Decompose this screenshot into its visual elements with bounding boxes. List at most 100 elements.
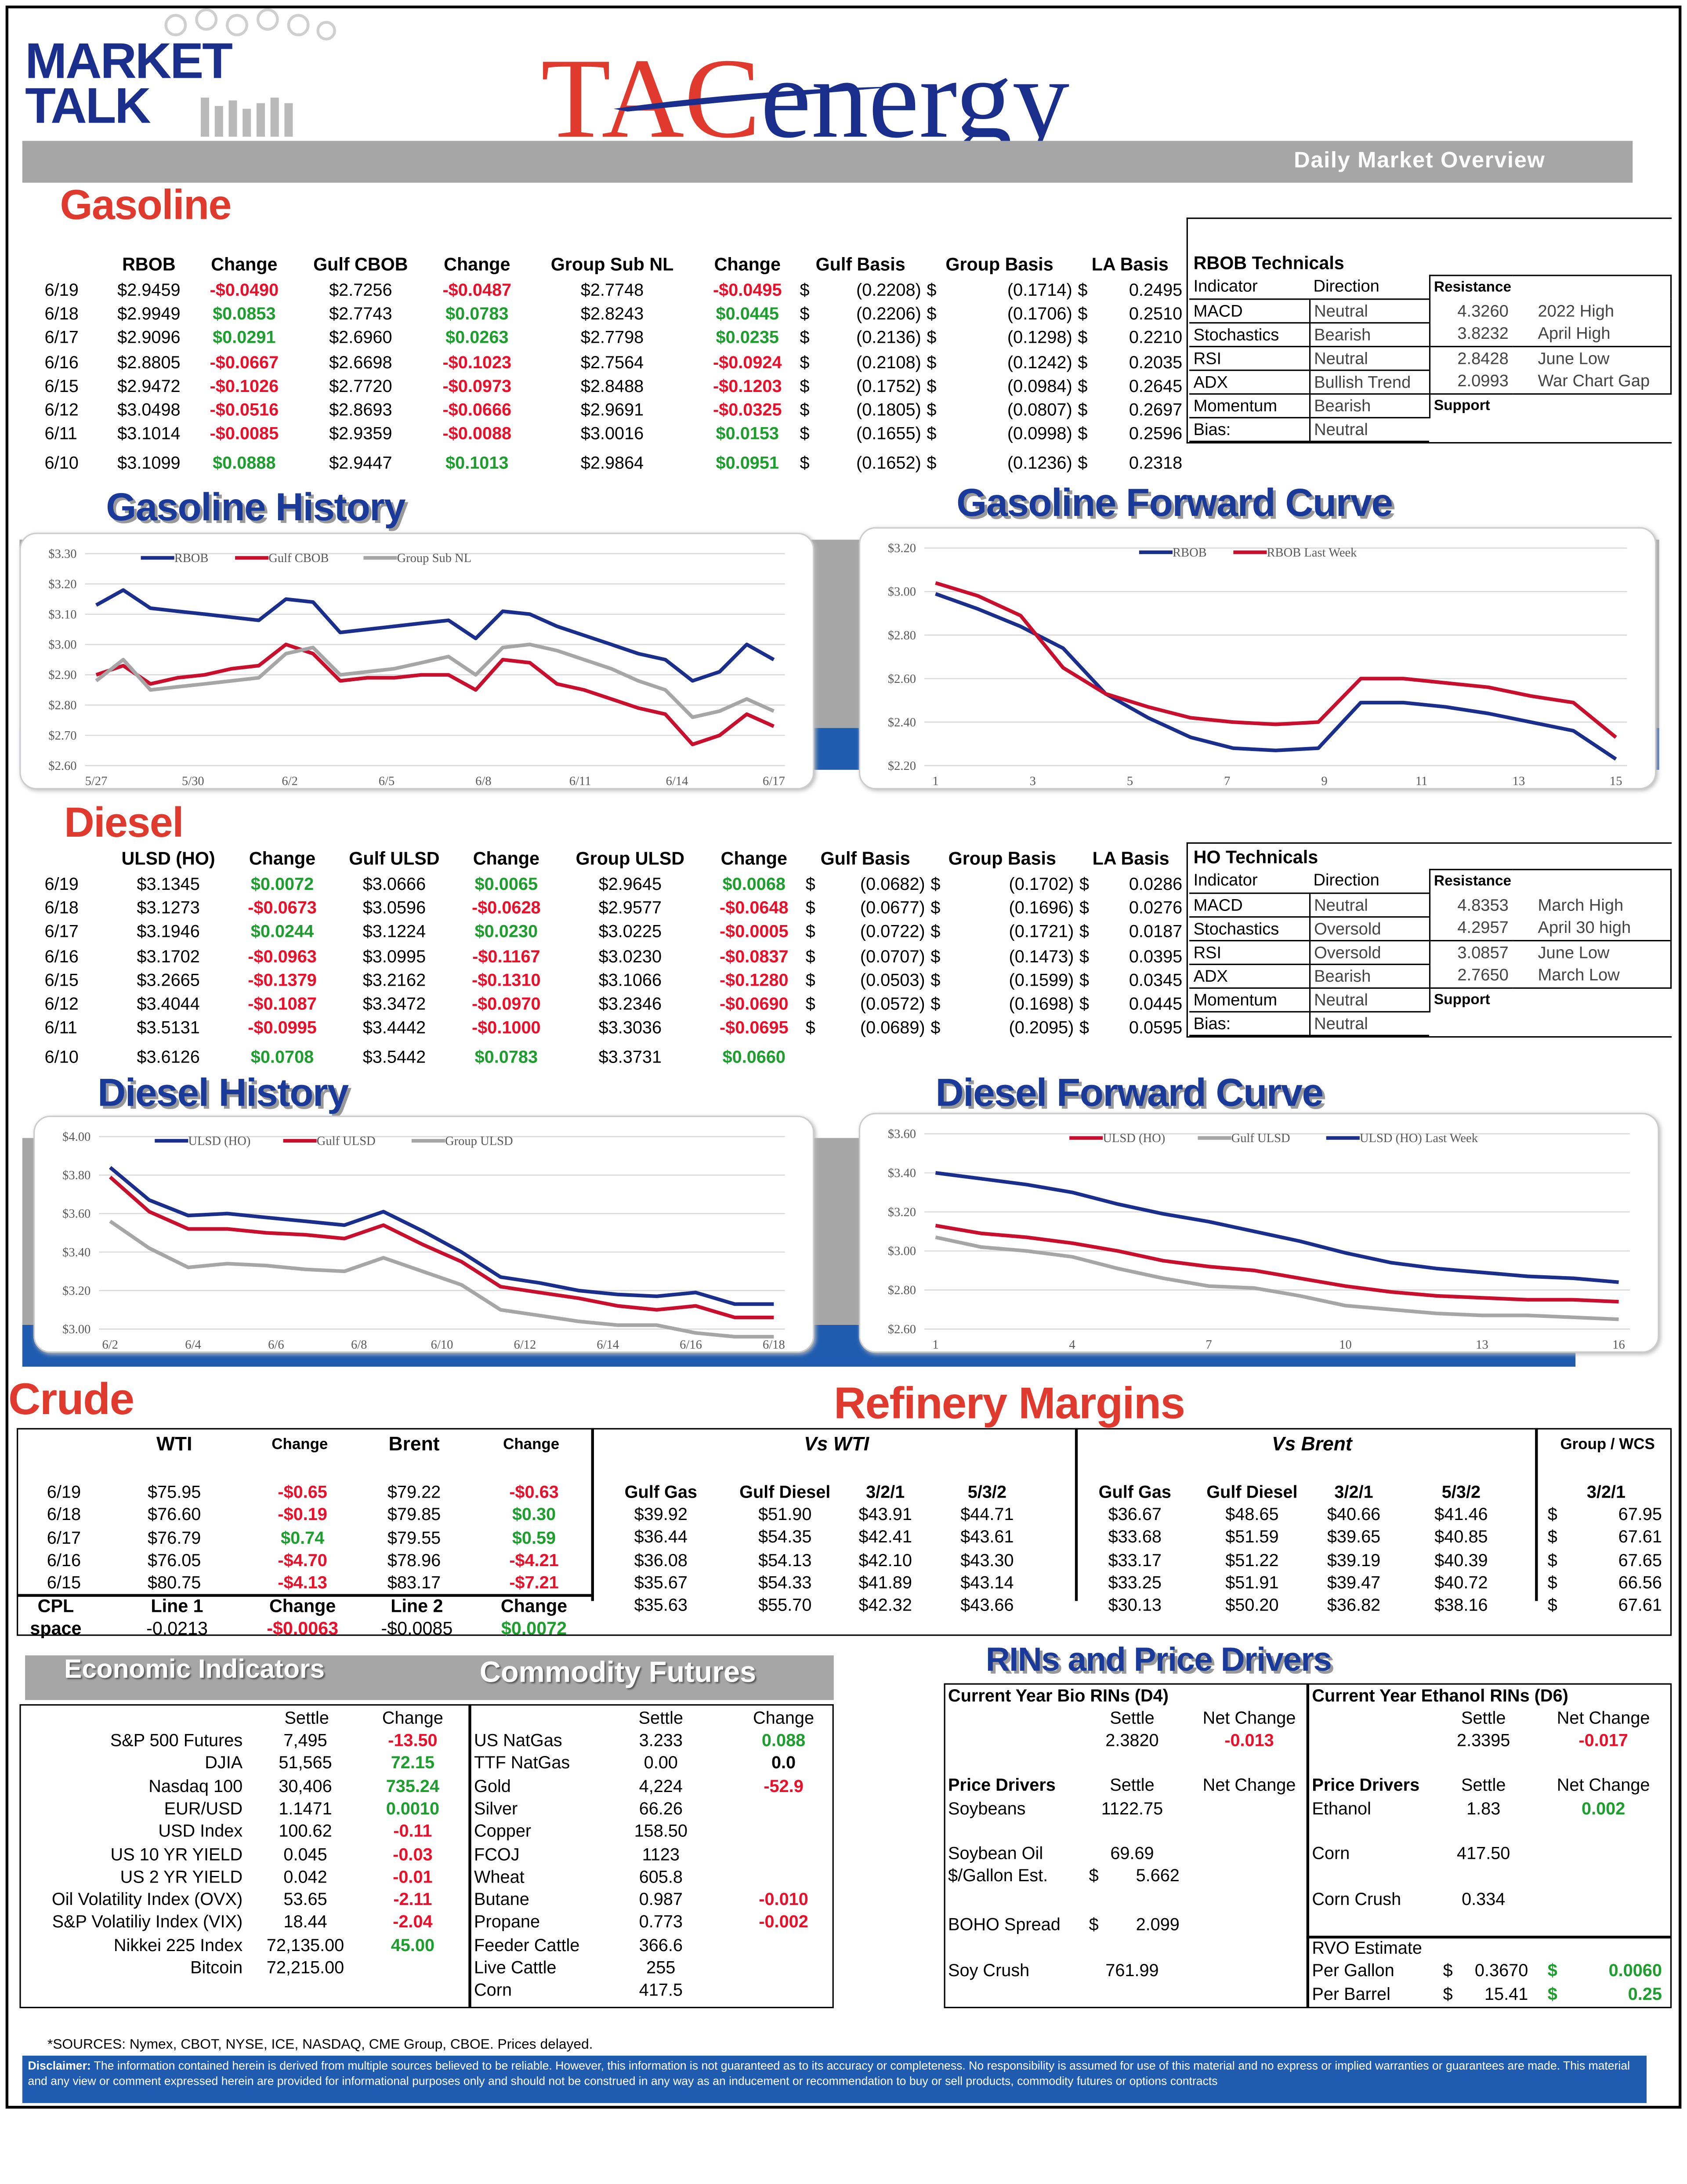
change-cell: -$4.70 xyxy=(278,1550,327,1571)
table-row: 6/18 $3.1273 -$0.0673 $3.0596 -$0.0628 $2.957… xyxy=(42,896,1185,920)
dollar-cell: $ xyxy=(1079,946,1090,966)
rvo-value: 0.3670 xyxy=(1474,1961,1528,1981)
gasoline-history-chart: $2.60 $2.70 $2.80 $2.90 $3.00 $3.10 $3.20 $3.30… xyxy=(19,533,815,790)
y-tick-label: $3.60 xyxy=(888,1128,916,1141)
change-cell: $0.0445 xyxy=(716,304,779,324)
diesel-title: Diesel xyxy=(64,800,184,847)
indicator-settle: 0.045 xyxy=(283,1844,327,1864)
daily-overview-label: Daily Market Overview xyxy=(1294,149,1546,173)
indicator-name: Bitcoin xyxy=(190,1958,243,1978)
d6-title: Current Year Ethanol RINs (D6) xyxy=(1312,1686,1568,1706)
date-cell: 6/18 xyxy=(47,1505,81,1525)
driver-change: 0.002 xyxy=(1582,1799,1625,1819)
gasoline-history-title: Gasoline History xyxy=(106,485,405,529)
level-value: 2.0993 xyxy=(1428,370,1513,394)
table-row: 6/17 $2.9096 $0.0291 $2.6960 $0.0263 $2.7798 $… xyxy=(42,326,1185,350)
y-tick-label: $3.10 xyxy=(48,608,76,621)
change-cell: -$0.0005 xyxy=(719,922,789,942)
basis-cell: (0.1752) xyxy=(856,376,921,396)
price-cell: $3.2162 xyxy=(362,970,426,990)
column-header: Gulf Basis xyxy=(815,254,905,275)
disclaimer: Disclaimer: The information contained he… xyxy=(22,2055,1647,2103)
price-cell: $2.7564 xyxy=(580,352,644,372)
change-cell: -$0.0648 xyxy=(719,898,789,918)
change-header: Change xyxy=(753,1708,815,1728)
rvo-change: 0.25 xyxy=(1628,1984,1662,2004)
indicator-name: US 2 YR YIELD xyxy=(120,1867,243,1887)
date-cell: 6/15 xyxy=(44,970,79,990)
x-tick-label: 13 xyxy=(1513,775,1525,788)
margin-cell: $41.46 xyxy=(1434,1505,1488,1524)
date-cell: 6/18 xyxy=(44,304,79,324)
gasoline-forward-title: Gasoline Forward Curve xyxy=(956,481,1393,525)
price-cell: $3.6126 xyxy=(137,1047,200,1067)
commodity-name: Gold xyxy=(474,1776,511,1796)
level-value: 4.8353 xyxy=(1428,892,1513,917)
dollar-cell: $ xyxy=(1547,1527,1557,1547)
driver-settle: 761.99 xyxy=(1105,1961,1159,1981)
series-line-ulsd-ho- xyxy=(109,1166,774,1306)
dollar-cell: $ xyxy=(1078,279,1088,300)
dollar-cell: $ xyxy=(930,922,941,942)
margin-cell: $51.91 xyxy=(1225,1573,1279,1593)
y-tick-label: $2.60 xyxy=(48,759,76,773)
change-cell: $0.0235 xyxy=(716,328,779,348)
y-tick-label: $2.70 xyxy=(48,729,76,743)
x-tick-label: 6/17 xyxy=(763,775,785,788)
page-frame xyxy=(5,5,1682,2109)
indicator-settle: 53.65 xyxy=(283,1890,327,1909)
change-cell: -$0.1310 xyxy=(472,970,541,990)
commodity-settle: 0.987 xyxy=(639,1890,683,1909)
price-cell: $2.9645 xyxy=(598,874,662,894)
change-cell: $0.74 xyxy=(281,1527,325,1548)
diesel-table: ULSD (HO) Change Gulf ULSD Change Group ULSD… xyxy=(42,845,1185,1074)
basis-cell: 0.0445 xyxy=(1129,994,1183,1014)
commodity-change: 0.0 xyxy=(771,1753,796,1773)
price-cell: $2.8805 xyxy=(117,352,181,372)
basis-cell: 0.0595 xyxy=(1129,1019,1183,1038)
direction-header: Direction xyxy=(1309,275,1429,299)
dollar-cell: $ xyxy=(1547,1505,1557,1524)
wti-cell: $75.95 xyxy=(148,1482,201,1502)
basis-cell: 0.2210 xyxy=(1129,328,1183,348)
margin-cell: $50.20 xyxy=(1225,1596,1279,1615)
commodity-change: -0.002 xyxy=(759,1912,808,1932)
column-header: LA Basis xyxy=(1092,848,1169,869)
cpl-value: -0.0213 xyxy=(146,1618,208,1639)
change-cell: $0.0783 xyxy=(474,1047,538,1067)
x-tick-label: 13 xyxy=(1476,1338,1488,1352)
table-row: 6/19 $3.1345 $0.0072 $3.0666 $0.0065 $2.9645 $… xyxy=(42,872,1185,896)
diesel-forward-chart: $2.60 $2.80 $3.00 $3.20 $3.40 $3.60 1 4 7 10 13 16 U… xyxy=(858,1113,1659,1353)
settle-header: Settle xyxy=(1110,1775,1155,1795)
x-tick-label: 6/8 xyxy=(475,775,491,788)
change-cell: $0.0230 xyxy=(474,922,538,942)
series-line-ulsd-ho- xyxy=(935,1223,1619,1304)
margin-cell: $35.63 xyxy=(634,1596,688,1615)
basis-cell: (0.1473) xyxy=(1009,946,1074,966)
x-tick-label: 6/16 xyxy=(680,1338,702,1352)
x-tick-label: 3 xyxy=(1030,775,1036,788)
level-value: 2.8428 xyxy=(1428,346,1513,370)
column-header: Group Basis xyxy=(948,848,1056,869)
dollar-cell: $ xyxy=(1079,898,1090,918)
date-cell: 6/19 xyxy=(44,874,79,894)
margin-cell: $30.13 xyxy=(1108,1596,1162,1615)
technicals-title: RBOB Technicals xyxy=(1193,252,1344,273)
indicator-direction: Oversold xyxy=(1309,916,1429,941)
change-cell: -$0.0088 xyxy=(442,424,512,444)
y-tick-label: $3.20 xyxy=(888,1205,916,1219)
change-cell: $0.0291 xyxy=(213,328,276,348)
change-cell: -$0.1026 xyxy=(210,376,279,396)
margin-cell: $39.65 xyxy=(1327,1527,1381,1547)
commodity-name: Butane xyxy=(474,1890,529,1909)
margin-cell: $42.10 xyxy=(858,1550,912,1570)
dollar-cell: $ xyxy=(927,352,937,372)
cpl-change: $0.0072 xyxy=(501,1618,567,1639)
refinery-header: Gulf Gas xyxy=(624,1482,697,1502)
change-cell: -$0.0516 xyxy=(210,400,279,420)
price-cell: $3.0666 xyxy=(362,874,426,894)
date-cell: 6/18 xyxy=(44,898,79,918)
commodity-settle: 0.00 xyxy=(644,1753,678,1773)
dollar-cell: $ xyxy=(805,922,815,942)
